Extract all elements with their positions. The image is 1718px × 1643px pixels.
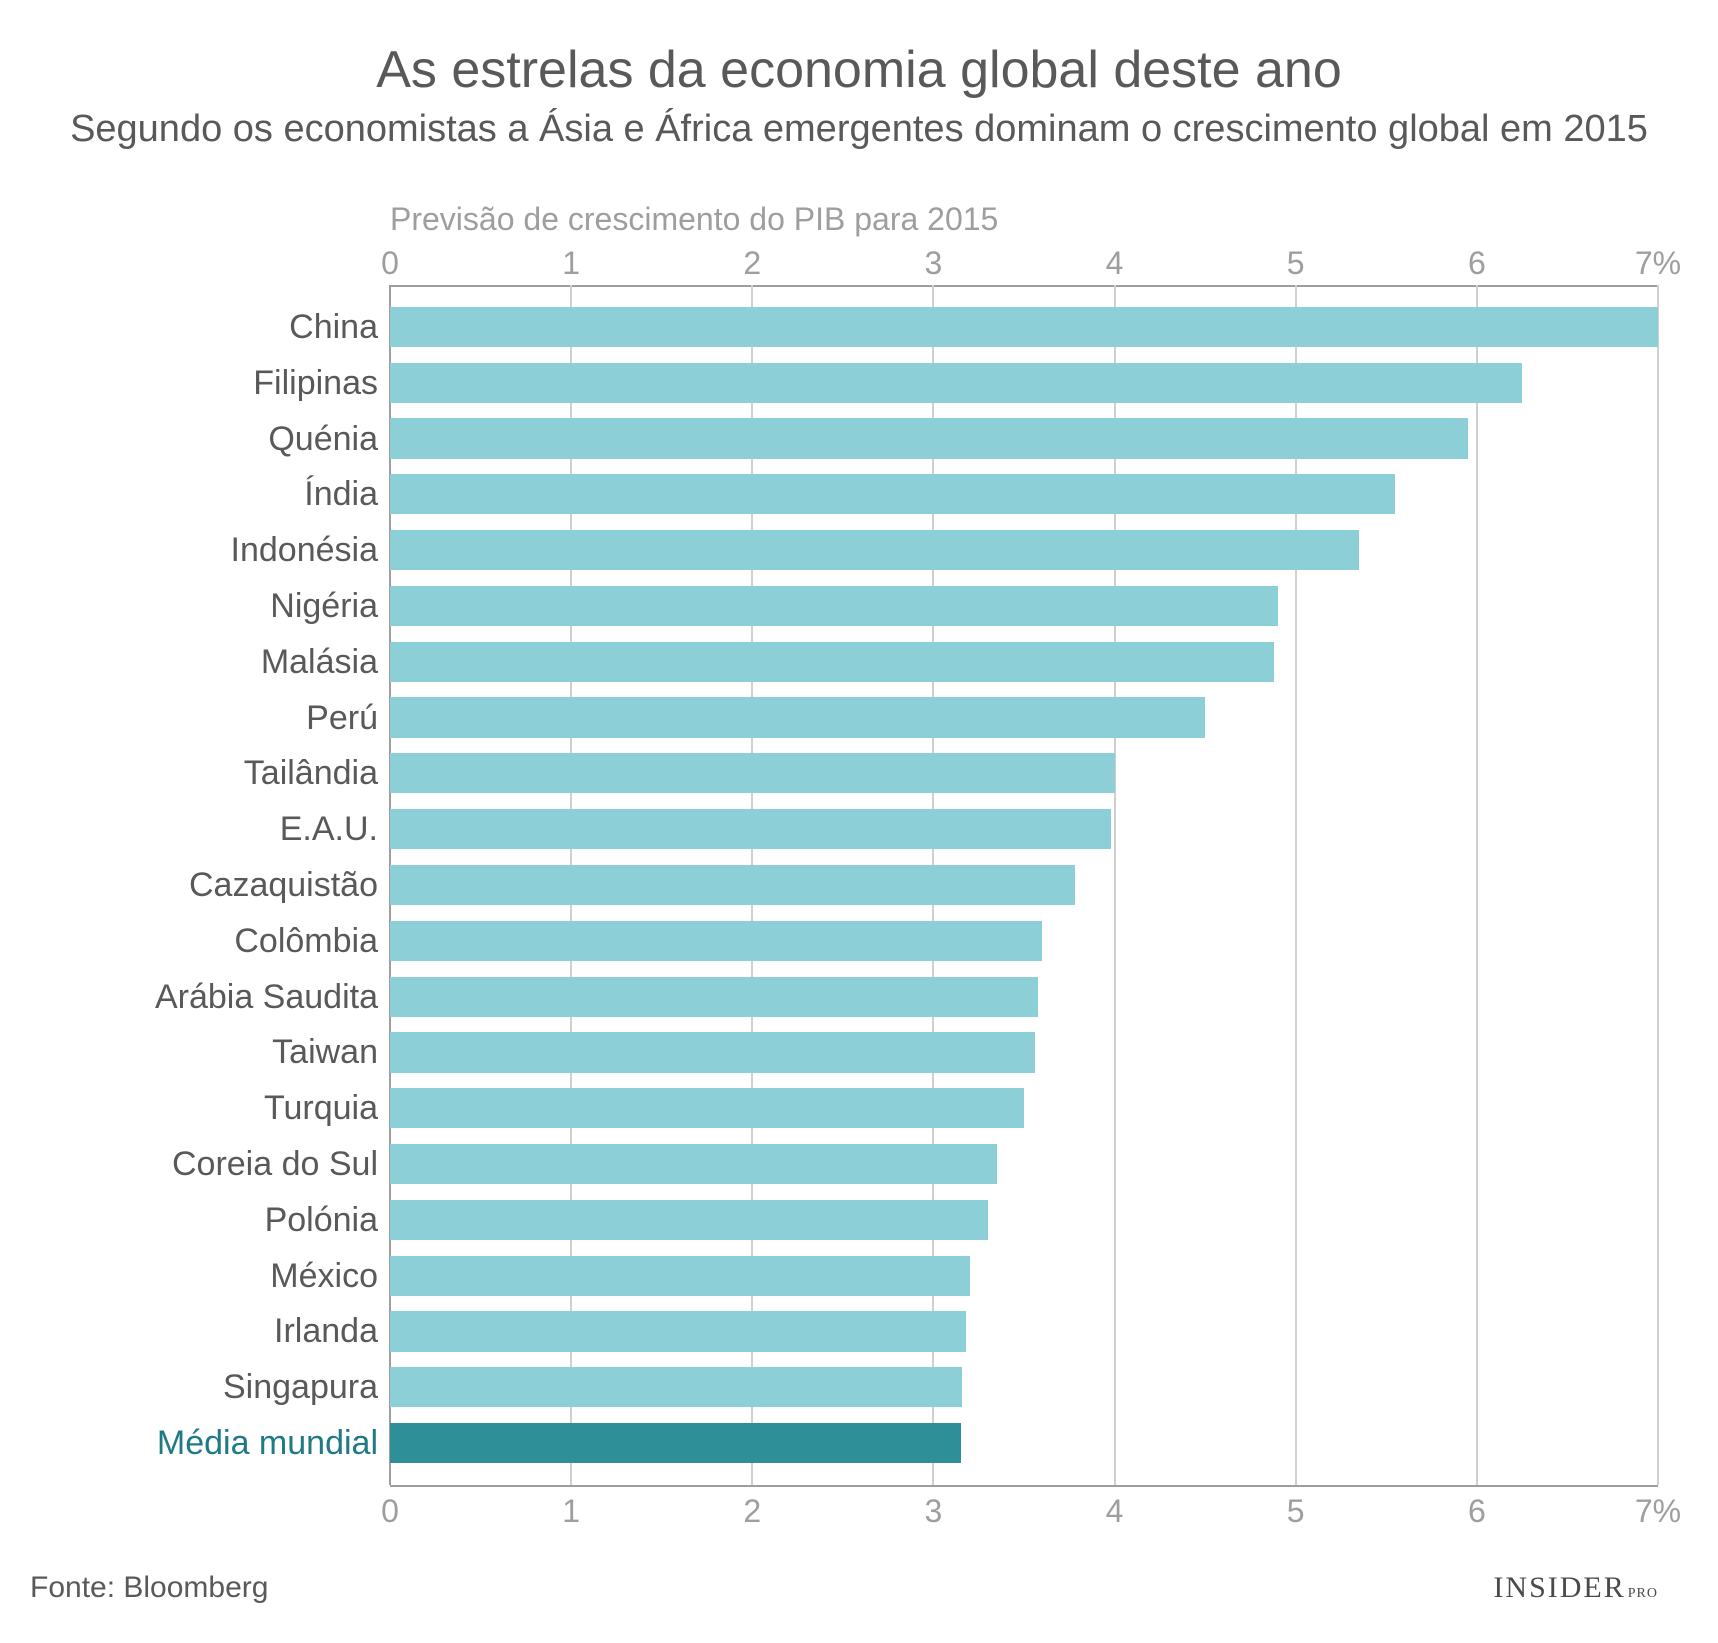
x-tick-bottom: 5 xyxy=(1287,1493,1305,1530)
bar xyxy=(390,363,1522,403)
x-axis-top xyxy=(390,285,1658,287)
bar-label: Nigéria xyxy=(270,589,378,623)
x-tick-bottom: 2 xyxy=(743,1493,761,1530)
x-tick-bottom: 3 xyxy=(925,1493,943,1530)
x-tick-top: 4 xyxy=(1106,245,1124,282)
bar xyxy=(390,1256,970,1296)
x-axis-title: Previsão de crescimento do PIB para 2015 xyxy=(390,201,998,238)
bar xyxy=(390,1088,1024,1128)
y-axis-labels: China Filipinas Quénia Índia Indonésia Nigéri… xyxy=(60,299,390,1471)
bar xyxy=(390,307,1658,347)
bar-label: Turquia xyxy=(264,1091,378,1125)
bar-label: Irlanda xyxy=(274,1314,378,1348)
x-axis-bottom xyxy=(390,1485,1658,1487)
bar xyxy=(390,865,1075,905)
bar-label: Malásia xyxy=(261,645,378,679)
bar xyxy=(390,977,1038,1017)
bar xyxy=(390,1423,961,1463)
bar-label: Colômbia xyxy=(234,924,378,958)
bar-label: Indonésia xyxy=(231,533,378,567)
bar-label: Média mundial xyxy=(157,1426,378,1460)
x-tick-top: 1 xyxy=(562,245,580,282)
source-text: Fonte: Bloomberg xyxy=(30,1571,268,1605)
footer: Fonte: Bloomberg INSIDER PRO xyxy=(30,1571,1658,1605)
chart-subtitle: Segundo os economistas a Ásia e África e… xyxy=(60,108,1658,151)
chart-canvas: Previsão de crescimento do PIB para 2015… xyxy=(390,201,1658,1531)
bar-label: Tailândia xyxy=(244,756,378,790)
bar xyxy=(390,530,1359,570)
bar-label: Índia xyxy=(304,477,378,511)
bar-label: Singapura xyxy=(223,1370,378,1404)
bar xyxy=(390,697,1205,737)
bar xyxy=(390,586,1278,626)
bar xyxy=(390,1200,988,1240)
x-tick-top: 0 xyxy=(381,245,399,282)
x-tick-top: 5 xyxy=(1287,245,1305,282)
bar-label: Arábia Saudita xyxy=(155,980,378,1014)
bar xyxy=(390,1032,1035,1072)
bars-region xyxy=(390,299,1658,1471)
bar xyxy=(390,753,1115,793)
bar xyxy=(390,642,1274,682)
x-tick-top: 3 xyxy=(925,245,943,282)
bar-label: Quénia xyxy=(268,422,378,456)
bar-label: Cazaquistão xyxy=(189,868,378,902)
x-tick-bottom: 7% xyxy=(1635,1493,1681,1530)
bar xyxy=(390,418,1468,458)
bar xyxy=(390,1367,962,1407)
bar xyxy=(390,809,1111,849)
bar-label: E.A.U. xyxy=(280,812,378,846)
brand-main: INSIDER xyxy=(1493,1571,1625,1605)
x-tick-top: 6 xyxy=(1468,245,1486,282)
bar xyxy=(390,921,1042,961)
x-tick-top: 7% xyxy=(1635,245,1681,282)
bar-label: Polónia xyxy=(265,1203,378,1237)
x-tick-bottom: 6 xyxy=(1468,1493,1486,1530)
page: As estrelas da economia global deste ano… xyxy=(0,0,1718,1643)
bar-label: México xyxy=(270,1259,378,1293)
x-tick-bottom: 4 xyxy=(1106,1493,1124,1530)
bar xyxy=(390,1311,966,1351)
bar-label: Taiwan xyxy=(272,1035,378,1069)
bar-label: Perú xyxy=(306,701,378,735)
x-tick-top: 2 xyxy=(743,245,761,282)
x-tick-bottom: 0 xyxy=(381,1493,399,1530)
brand-logo: INSIDER PRO xyxy=(1493,1571,1658,1605)
x-tick-bottom: 1 xyxy=(562,1493,580,1530)
bar-label: Coreia do Sul xyxy=(172,1147,378,1181)
bar-label: China xyxy=(289,310,378,344)
chart-title: As estrelas da economia global deste ano xyxy=(60,40,1658,100)
chart: China Filipinas Quénia Índia Indonésia Nigéri… xyxy=(60,201,1658,1531)
bar-label: Filipinas xyxy=(253,366,378,400)
bar xyxy=(390,474,1395,514)
bar xyxy=(390,1144,997,1184)
brand-sub: PRO xyxy=(1628,1586,1658,1602)
